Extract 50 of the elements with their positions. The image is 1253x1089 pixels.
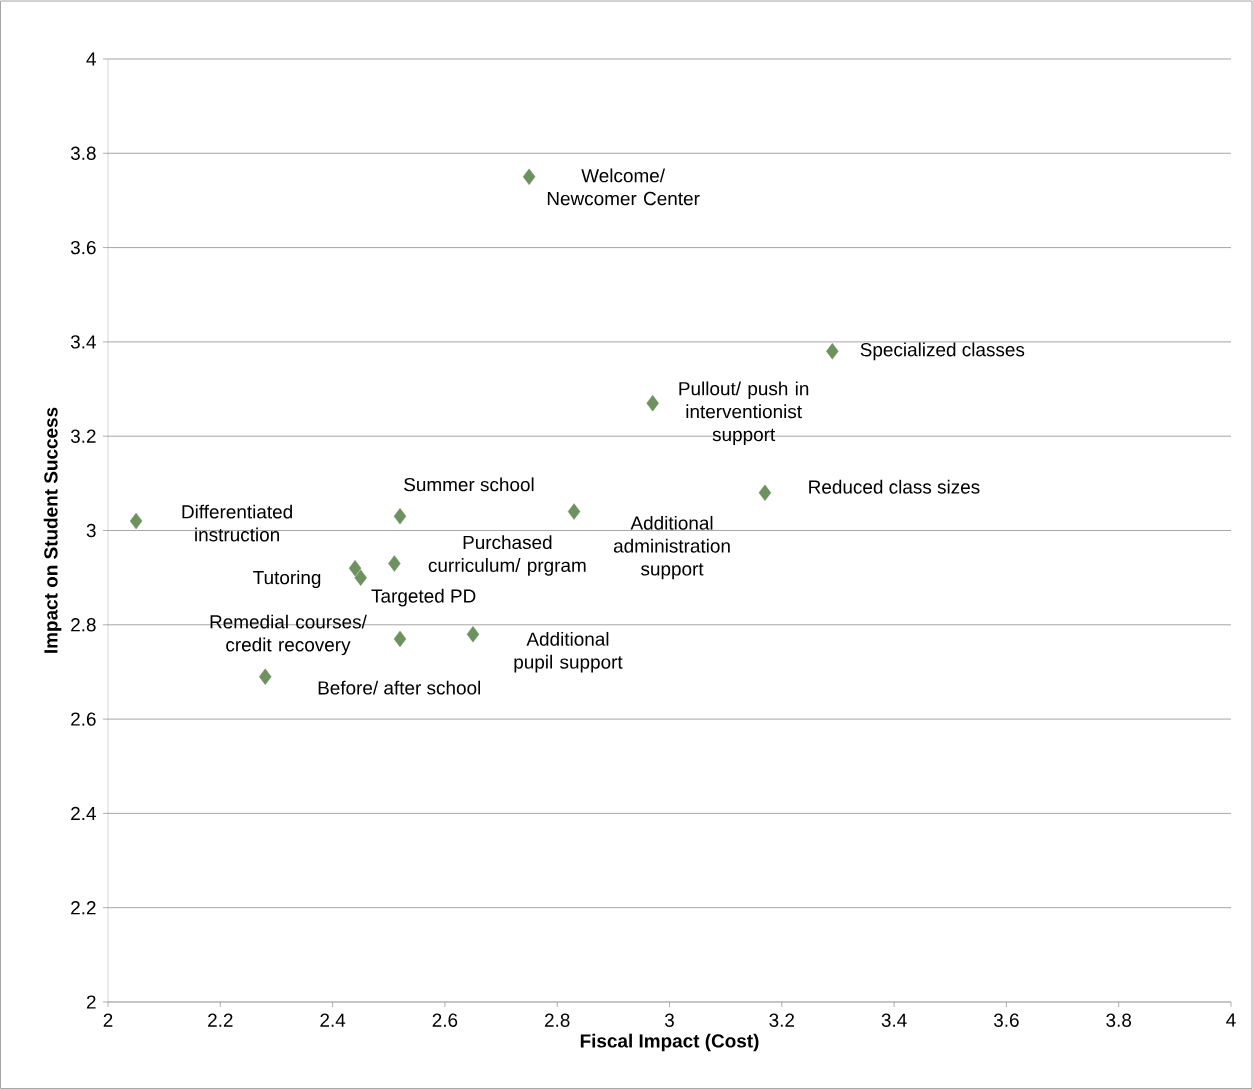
annotation: Specialized classes <box>860 342 1025 361</box>
point <box>567 503 581 520</box>
y-tick-label: 4 <box>86 52 96 66</box>
y-tick-label: 2.4 <box>71 806 96 820</box>
point <box>354 569 367 586</box>
x-tick-label: 2 <box>103 1013 113 1027</box>
annotation: Pullout/ push in interventionist support <box>679 381 809 445</box>
point <box>826 343 839 360</box>
point <box>348 560 362 577</box>
x-tick-label: 3.8 <box>1106 1013 1132 1027</box>
annotation: Tutoring <box>253 570 321 589</box>
annotation: Additional administration support <box>613 515 730 580</box>
y-axis-title: Impact on Student Success <box>43 407 62 653</box>
x-tick-label: 2.2 <box>208 1013 233 1027</box>
point <box>393 508 407 525</box>
annotation: Remedial courses/ credit recovery <box>210 614 367 656</box>
annotation: Summer school <box>404 477 534 492</box>
y-tick-label: 3.6 <box>70 240 96 255</box>
point <box>393 630 407 648</box>
point <box>522 168 536 186</box>
x-tick-label: 2.8 <box>545 1013 570 1027</box>
x-tick-label: 2.6 <box>432 1013 458 1027</box>
y-tick-label: 2.8 <box>71 618 96 632</box>
point <box>259 668 272 685</box>
annotation: Before/ after school <box>318 680 481 695</box>
x-tick-label: 2.4 <box>320 1013 346 1027</box>
x-tick-label: 4 <box>1226 1013 1236 1027</box>
y-tick-label: 3 <box>86 523 96 538</box>
x-tick-label: 3.6 <box>993 1013 1019 1027</box>
annotation: Differentiated instruction <box>182 504 292 542</box>
annotation: Targeted PD <box>371 588 476 607</box>
x-tick-label: 3.4 <box>881 1013 907 1027</box>
point <box>466 626 480 643</box>
y-tick-label: 2.2 <box>71 901 96 915</box>
y-tick-label: 3.4 <box>70 335 96 349</box>
point <box>388 555 401 572</box>
point <box>129 512 143 530</box>
annotation: Purchased curriculum/ prgram <box>428 535 586 576</box>
x-axis-title: Fiscal Impact (Cost) <box>580 1033 759 1052</box>
y-tick-label: 3.8 <box>70 146 96 160</box>
y-tick-label: 2.6 <box>71 712 96 726</box>
annotation: Welcome/ Newcomer Center <box>547 168 700 206</box>
x-tick-label: 3 <box>664 1013 674 1027</box>
point <box>646 394 659 412</box>
y-tick-label: 3.2 <box>70 429 96 443</box>
x-tick-label: 3.2 <box>769 1013 795 1027</box>
y-tick-label: 2 <box>86 995 96 1009</box>
annotation: Additional pupil support <box>514 631 623 673</box>
annotation: Reduced class sizes <box>809 479 980 494</box>
point <box>758 484 772 501</box>
